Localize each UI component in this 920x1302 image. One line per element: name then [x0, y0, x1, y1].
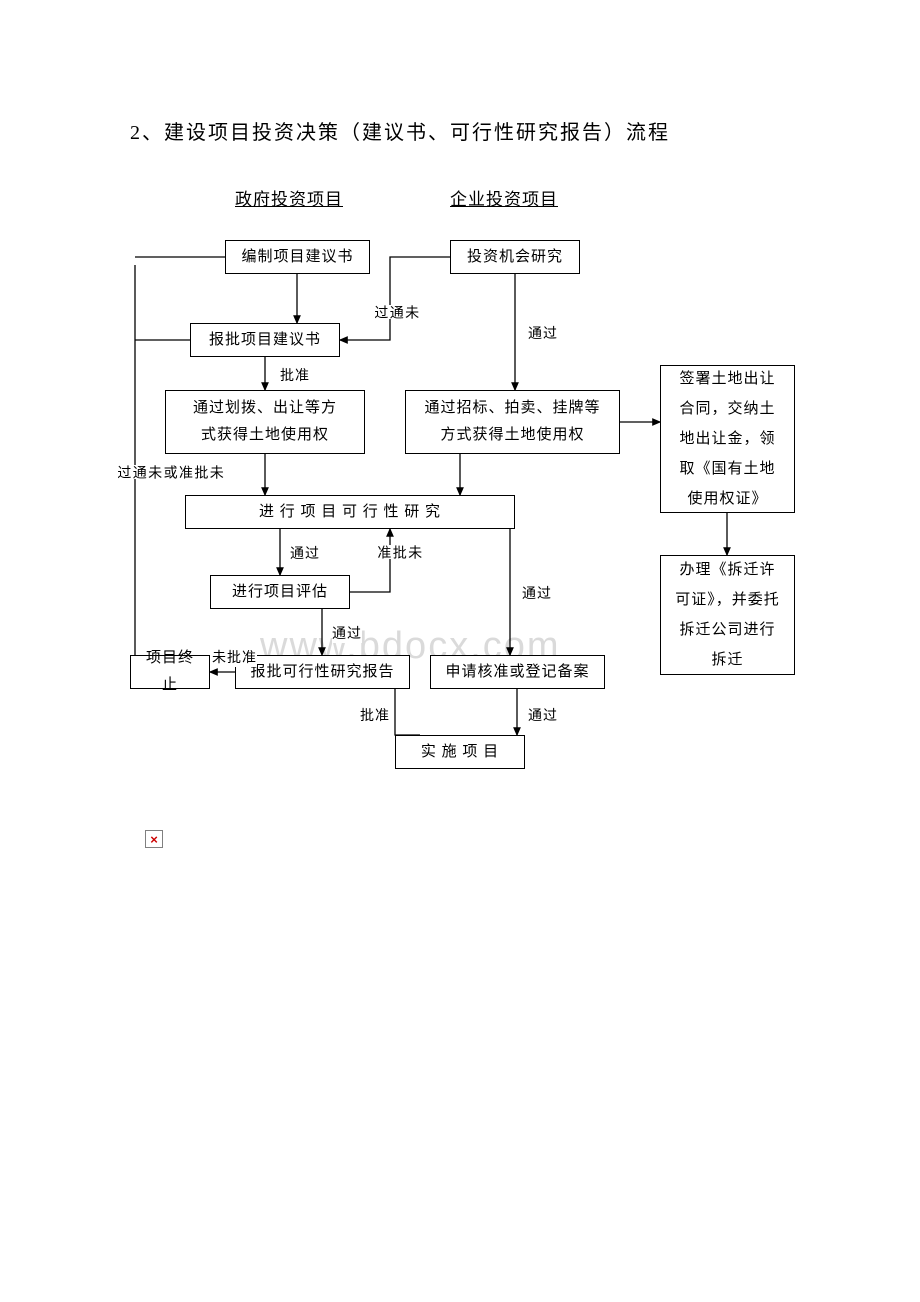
flowchart-node-n10: 项目终止 [130, 655, 210, 689]
flowchart-node-n5: 通过招标、拍卖、挂牌等 方式获得土地使用权 [405, 390, 620, 454]
flowchart-node-n1: 编制项目建议书 [225, 240, 370, 274]
edge-label: 未批准 [212, 647, 257, 667]
edge-label: 批准 [360, 705, 390, 725]
flowchart-node-n7: 进 行 项 目 可 行 性 研 究 [185, 495, 515, 529]
edge-label: 批准 [280, 365, 310, 385]
page-title: 2、建设项目投资决策（建议书、可行性研究报告）流程 [130, 116, 670, 145]
flowchart-node-n13: 实 施 项 目 [395, 735, 525, 769]
flowchart-node-n2: 投资机会研究 [450, 240, 580, 274]
flowchart-node-n11: 报批可行性研究报告 [235, 655, 410, 689]
column-header-gov: 政府投资项目 [235, 185, 343, 210]
edge-label: 通过 [522, 583, 552, 603]
column-header-corp: 企业投资项目 [450, 185, 558, 210]
flowchart-node-n8: 进行项目评估 [210, 575, 350, 609]
broken-image-symbol: × [150, 832, 158, 847]
flowchart-node-n9: 办理《拆迁许 可证》，并委托 拆迁公司进行 拆迁 [660, 555, 795, 675]
flowchart-node-n6: 签署土地出让 合同，交纳土 地出让金，领 取《国有土地 使用权证》 [660, 365, 795, 513]
edge-label: 通过 [528, 705, 558, 725]
broken-image-icon: × [145, 830, 163, 848]
edge-label: 通过 [528, 323, 558, 343]
edge-label: 通过 [332, 623, 362, 643]
flowchart-container: www.bdocx.com 政府投资项目 企业投资项目 编制项目建议书投资机会研… [130, 175, 810, 790]
edge-label: 未 批 准 或 未 通 过 [115, 465, 223, 479]
flowchart-node-n3: 报批项目建议书 [190, 323, 340, 357]
edge-label: 未 通 过 [372, 305, 418, 319]
edge-label: 未 批 准 [375, 545, 421, 559]
flowchart-node-n12: 申请核准或登记备案 [430, 655, 605, 689]
edge-label: 通过 [290, 543, 320, 563]
flowchart-node-n4: 通过划拨、出让等方 式获得土地使用权 [165, 390, 365, 454]
